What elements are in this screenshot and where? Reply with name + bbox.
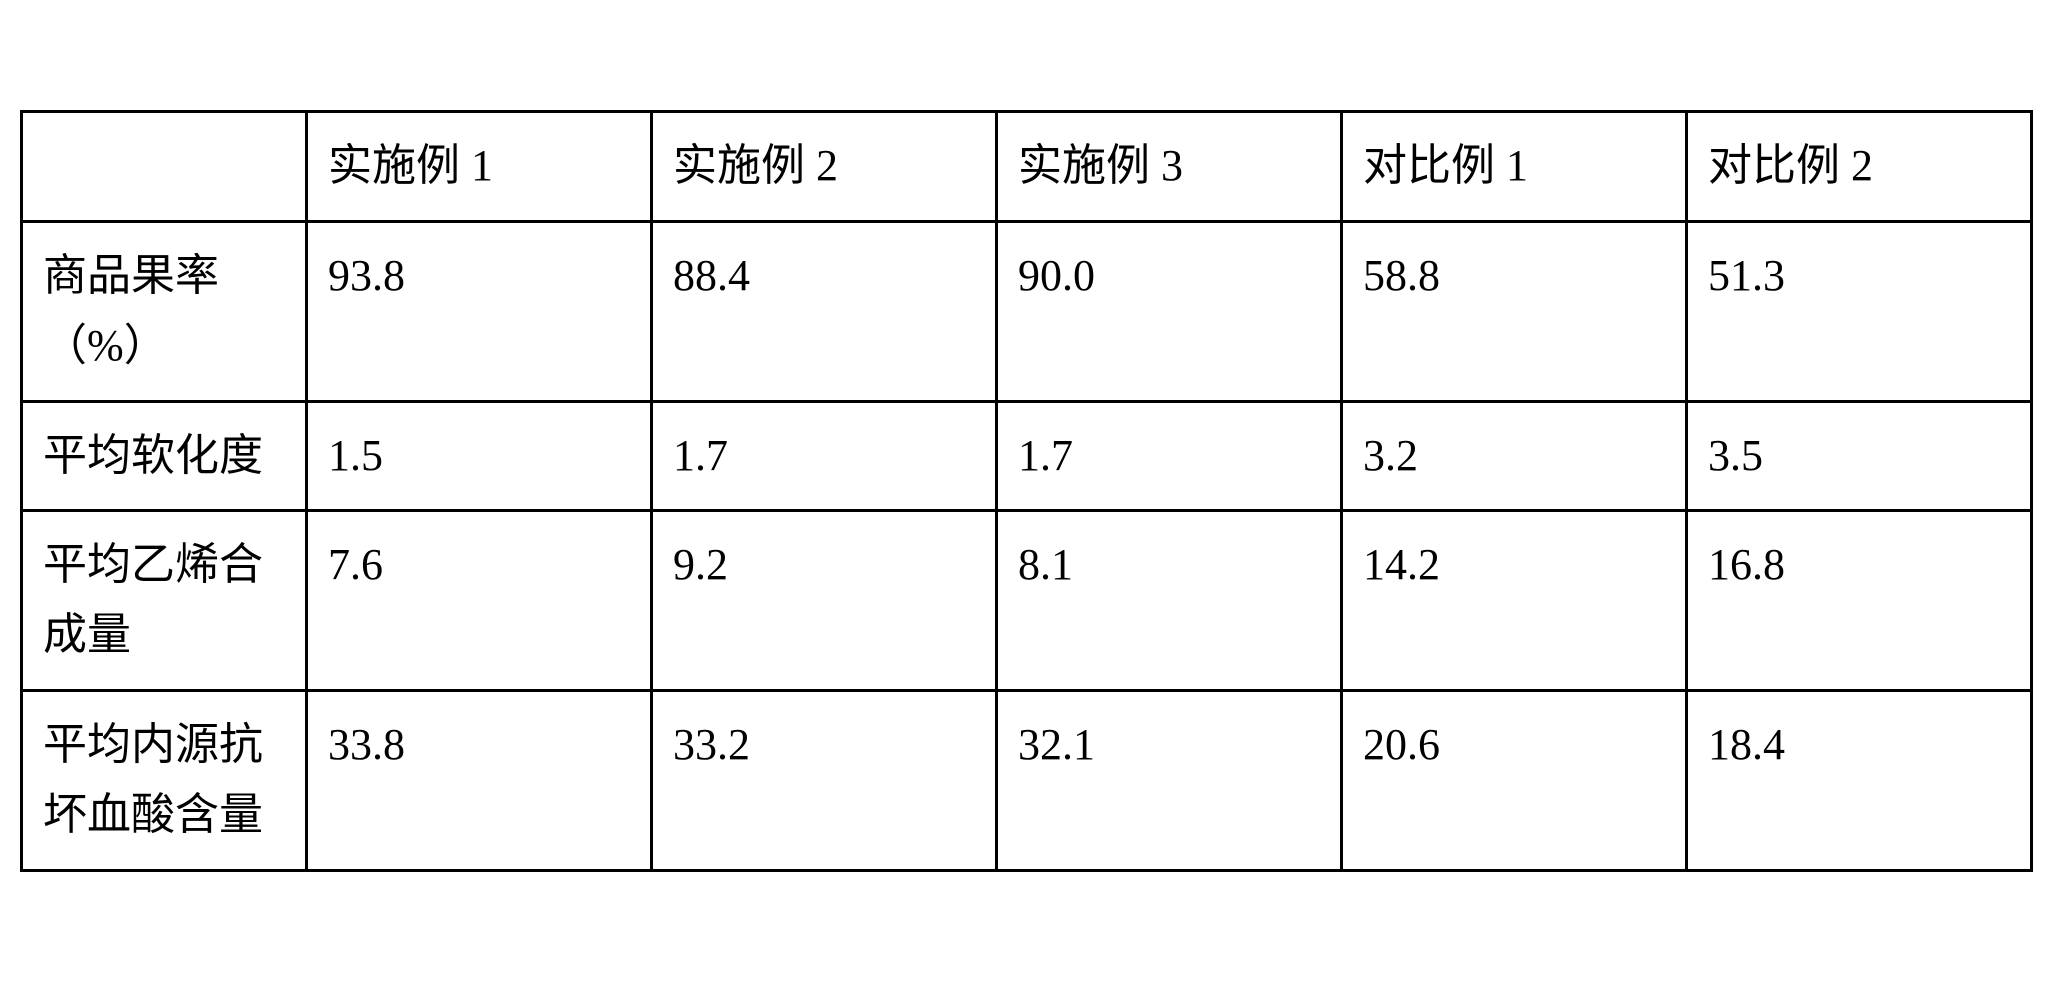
row-cell: 8.1	[997, 511, 1342, 691]
table-row: 商品果率（%） 93.8 88.4 90.0 58.8 51.3	[22, 221, 2032, 401]
row-cell: 32.1	[997, 690, 1342, 870]
table-row: 平均乙烯合成量 7.6 9.2 8.1 14.2 16.8	[22, 511, 2032, 691]
row-cell: 90.0	[997, 221, 1342, 401]
data-table: 实施例 1 实施例 2 实施例 3 对比例 1 对比例 2 商品果率（%） 93…	[20, 110, 2033, 871]
table-row: 平均软化度 1.5 1.7 1.7 3.2 3.5	[22, 401, 2032, 510]
row-cell: 9.2	[652, 511, 997, 691]
row-cell: 18.4	[1687, 690, 2032, 870]
row-cell: 88.4	[652, 221, 997, 401]
row-cell: 1.5	[307, 401, 652, 510]
row-label: 商品果率（%）	[22, 221, 307, 401]
row-cell: 51.3	[1687, 221, 2032, 401]
row-cell: 58.8	[1342, 221, 1687, 401]
row-cell: 1.7	[997, 401, 1342, 510]
row-label: 平均乙烯合成量	[22, 511, 307, 691]
row-cell: 33.2	[652, 690, 997, 870]
row-cell: 3.5	[1687, 401, 2032, 510]
row-cell: 33.8	[307, 690, 652, 870]
data-table-wrapper: 实施例 1 实施例 2 实施例 3 对比例 1 对比例 2 商品果率（%） 93…	[20, 110, 2032, 871]
row-cell: 16.8	[1687, 511, 2032, 691]
table-row: 平均内源抗坏血酸含量 33.8 33.2 32.1 20.6 18.4	[22, 690, 2032, 870]
row-cell: 1.7	[652, 401, 997, 510]
row-cell: 3.2	[1342, 401, 1687, 510]
row-cell: 20.6	[1342, 690, 1687, 870]
table-header-row: 实施例 1 实施例 2 实施例 3 对比例 1 对比例 2	[22, 112, 2032, 221]
row-label: 平均软化度	[22, 401, 307, 510]
header-col5: 对比例 2	[1687, 112, 2032, 221]
row-cell: 14.2	[1342, 511, 1687, 691]
header-col3: 实施例 3	[997, 112, 1342, 221]
header-col2: 实施例 2	[652, 112, 997, 221]
row-label: 平均内源抗坏血酸含量	[22, 690, 307, 870]
header-col1: 实施例 1	[307, 112, 652, 221]
row-cell: 93.8	[307, 221, 652, 401]
header-blank	[22, 112, 307, 221]
row-cell: 7.6	[307, 511, 652, 691]
header-col4: 对比例 1	[1342, 112, 1687, 221]
